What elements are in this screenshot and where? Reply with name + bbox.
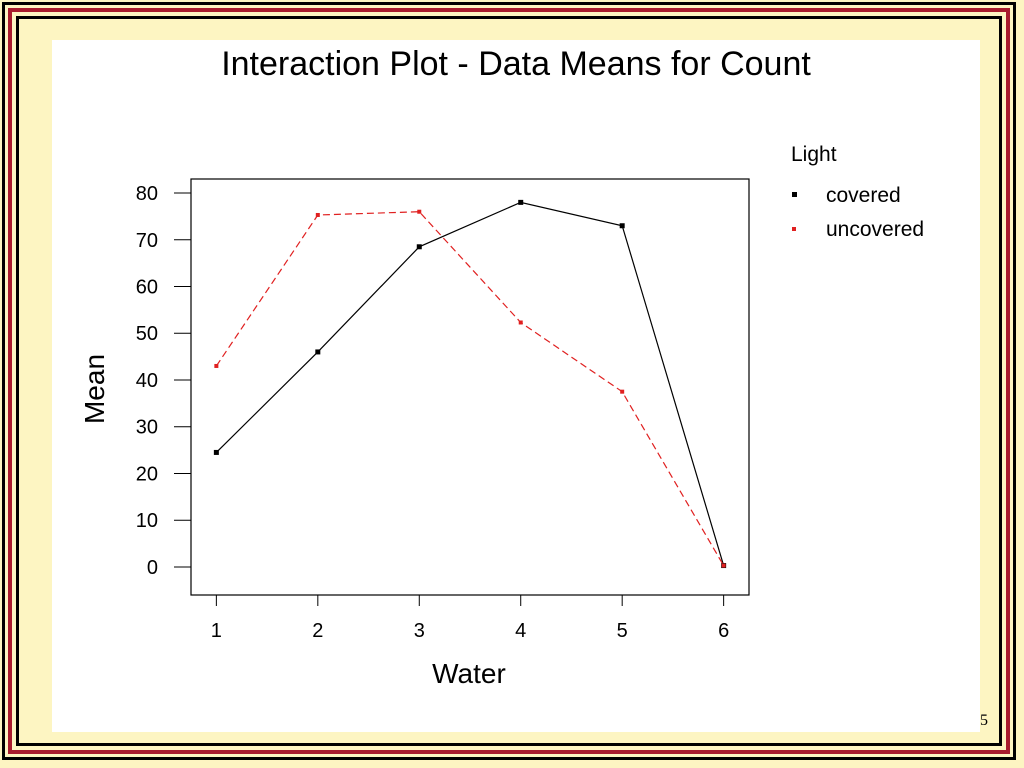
x-axis: 1 2 3 4 5 6 [211,595,729,642]
x-tick-label: 3 [414,620,425,642]
legend-entry-uncovered: uncovered [826,218,924,241]
page-number: 5 [980,712,988,729]
y-tick-label: 70 [136,230,158,252]
x-tick-label: 5 [617,620,628,642]
y-tick-label: 30 [136,417,158,439]
y-tick-label: 10 [136,510,158,532]
data-point-uncovered [620,389,625,394]
slide-panel [52,40,980,732]
y-tick-label: 50 [136,323,158,345]
y-tick-label: 60 [136,277,158,299]
x-tick-label: 1 [211,620,222,642]
x-tick-label: 6 [718,620,729,642]
data-point-covered [315,349,321,355]
data-point-uncovered [518,320,523,325]
legend-marker-covered [792,192,797,197]
data-point-covered [619,223,625,229]
inner-frame-border [16,16,1002,746]
series-layer [213,199,727,569]
data-point-uncovered [214,363,219,368]
y-tick-label: 0 [147,557,158,579]
y-axis: 0 10 20 30 40 50 60 70 80 [136,183,191,579]
data-point-uncovered [315,212,320,217]
y-tick-label: 40 [136,370,158,392]
data-point-uncovered [417,209,422,214]
x-tick-label: 2 [312,620,323,642]
data-point-covered [416,244,422,250]
legend: Light covered uncovered [791,143,924,241]
legend-title: Light [791,143,837,166]
y-tick-label: 20 [136,463,158,485]
x-tick-label: 4 [515,620,526,642]
chart-title: Interaction Plot - Data Means for Count [221,45,811,83]
y-axis-label: Mean [79,354,110,424]
series-line-uncovered [215,211,725,566]
x-axis-label: Water [432,658,506,689]
series-line-covered [215,201,725,566]
legend-marker-uncovered [792,227,796,231]
y-tick-label: 80 [136,183,158,205]
plot-area-frame [190,178,750,596]
red-frame-border [8,8,1010,754]
legend-entry-covered: covered [826,184,901,207]
data-point-covered [518,199,524,205]
outer-frame-border [2,2,1016,760]
data-point-covered [213,449,219,455]
data-point-uncovered [721,563,726,568]
